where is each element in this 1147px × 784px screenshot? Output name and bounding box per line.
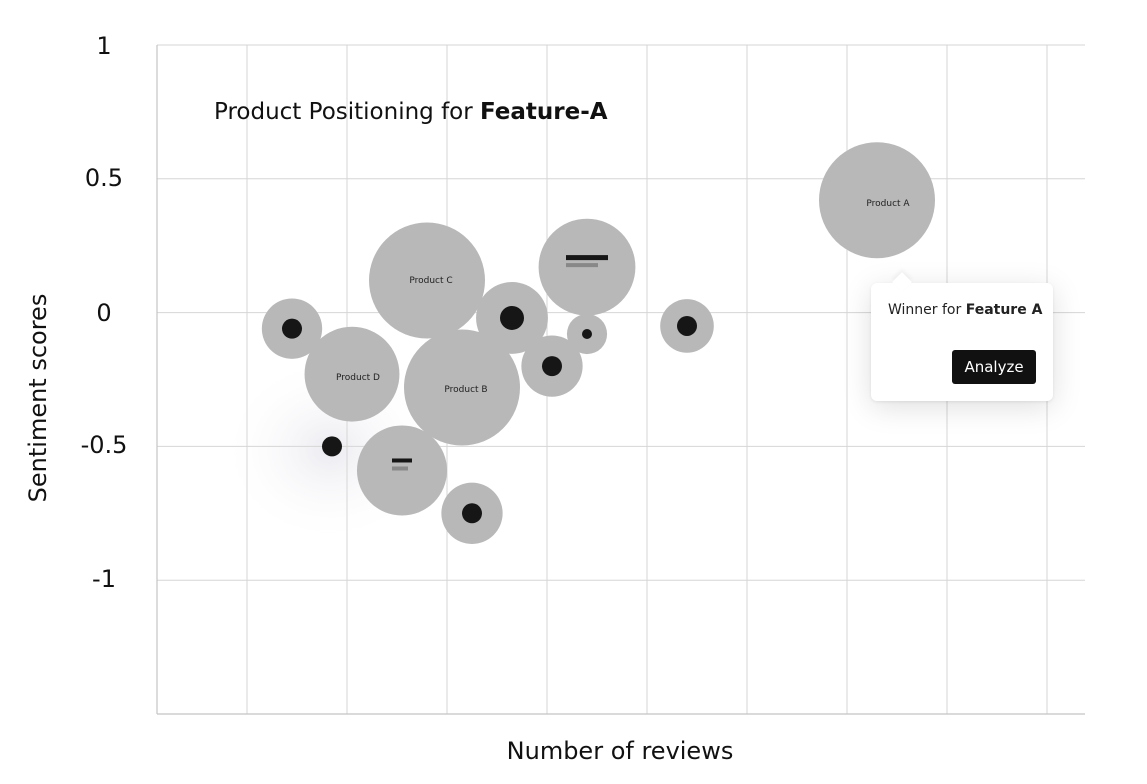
bubble-5-label-bar <box>392 458 412 463</box>
tooltip-feature-name: Feature A <box>965 302 1043 318</box>
bubble-7-center-dot <box>282 318 302 339</box>
bubble-product-a <box>819 142 935 259</box>
chart-title: Product Positioning for Feature-A <box>214 99 608 125</box>
bubble-10-center-dot <box>677 315 697 336</box>
y-tick-label: -1 <box>92 565 116 593</box>
tooltip-text-prefix: Winner for <box>888 302 966 318</box>
chart-title-prefix: Product Positioning for <box>214 99 481 125</box>
bubble-12-center-dot <box>322 436 342 457</box>
x-axis-label: Number of reviews <box>506 737 734 765</box>
bubble-4-sublabel-bar <box>566 263 598 268</box>
bubble-product-d <box>304 326 400 422</box>
tooltip-text: Winner for Feature A <box>888 302 1042 318</box>
bubble-6-center-dot <box>500 305 524 330</box>
bubble-9-center-dot <box>462 503 482 524</box>
analyze-button[interactable]: Analyze <box>952 350 1036 384</box>
bubble-11-center-dot <box>582 329 592 340</box>
bubble-8-center-dot <box>542 356 562 377</box>
y-tick-label: 0 <box>96 299 112 327</box>
bubble-5-sublabel-bar <box>392 466 408 471</box>
y-tick-label: 1 <box>96 32 112 60</box>
bubble-4-label-bar <box>566 255 608 261</box>
y-tick-label: 0.5 <box>84 164 124 192</box>
bubble-product-b <box>404 329 520 446</box>
winner-tooltip: Winner for Feature A Analyze <box>871 283 1053 401</box>
chart-title-feature: Feature-A <box>480 99 608 125</box>
y-tick-label: -0.5 <box>80 431 128 459</box>
bubble-product-c <box>369 222 485 339</box>
y-axis-label: Sentiment scores <box>24 293 52 503</box>
